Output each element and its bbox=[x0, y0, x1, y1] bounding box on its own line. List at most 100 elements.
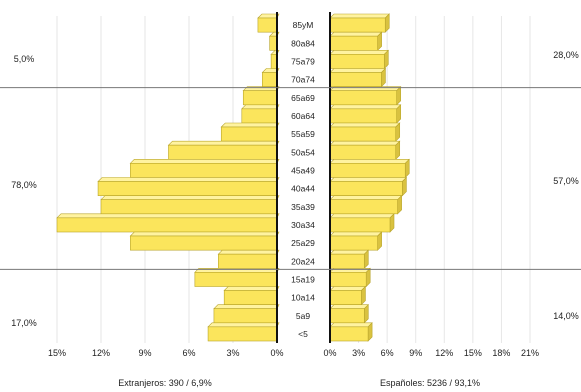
left-bar-top bbox=[100, 195, 280, 200]
right-tick-label: 3% bbox=[352, 348, 365, 358]
right-bar bbox=[329, 144, 397, 160]
right-bar-top bbox=[329, 213, 395, 219]
right-bar bbox=[329, 217, 391, 233]
left-bar-top bbox=[207, 322, 280, 328]
right-bar-top bbox=[329, 31, 383, 37]
right-bar-top bbox=[329, 104, 402, 110]
age-group-label: 35a39 bbox=[291, 202, 315, 212]
left-bar-top bbox=[129, 231, 280, 237]
right-tick-label: 12% bbox=[435, 348, 453, 358]
right-bar-top bbox=[329, 140, 401, 146]
right-bar-top bbox=[329, 177, 408, 182]
age-group-label: 65a69 bbox=[291, 93, 315, 103]
right-tick-label: 9% bbox=[409, 348, 422, 358]
right-bar bbox=[329, 163, 406, 178]
left-tick-label: 9% bbox=[138, 348, 151, 358]
right-group-share-label: 28,0% bbox=[553, 50, 579, 60]
left-bar-top bbox=[257, 13, 280, 19]
right-bar-top bbox=[329, 195, 403, 200]
left-bar bbox=[262, 72, 278, 87]
left-bar bbox=[223, 290, 278, 305]
left-bar bbox=[130, 235, 278, 251]
age-group-label: 55a59 bbox=[291, 129, 315, 139]
right-tick-label: 21% bbox=[521, 348, 539, 358]
bars bbox=[56, 13, 410, 342]
left-bar bbox=[207, 326, 278, 342]
right-bar bbox=[329, 326, 369, 342]
left-bar-top bbox=[220, 122, 280, 128]
left-bar bbox=[56, 217, 278, 233]
left-tick-label: 15% bbox=[48, 348, 66, 358]
right-series-caption: Españoles: 5236 / 93,1% bbox=[380, 378, 480, 388]
left-bar-top bbox=[213, 304, 280, 309]
age-group-label: 20a24 bbox=[291, 256, 315, 266]
right-bar bbox=[329, 54, 385, 69]
right-bar bbox=[329, 126, 397, 142]
age-group-label: 75a79 bbox=[291, 56, 315, 66]
right-bar bbox=[329, 199, 398, 215]
left-bar bbox=[168, 144, 278, 160]
left-tick-label: 12% bbox=[92, 348, 110, 358]
right-bar bbox=[329, 17, 386, 33]
right-bar bbox=[329, 181, 403, 196]
right-bar-top bbox=[329, 13, 390, 19]
left-bar bbox=[194, 272, 278, 287]
left-bar bbox=[269, 35, 278, 51]
right-bar-top bbox=[329, 286, 367, 291]
right-bar bbox=[329, 35, 378, 51]
age-group-label: 50a54 bbox=[291, 147, 315, 157]
left-group-share-label: 78,0% bbox=[11, 180, 37, 190]
left-bar bbox=[218, 253, 278, 269]
right-bar bbox=[329, 108, 397, 124]
left-bar-top bbox=[241, 104, 280, 110]
age-group-label: 70a74 bbox=[291, 75, 315, 85]
right-bar-top bbox=[329, 322, 373, 328]
axes bbox=[0, 12, 581, 343]
age-group-label: 10a14 bbox=[291, 293, 315, 303]
age-group-label: 60a64 bbox=[291, 111, 315, 121]
left-group-share-label: 17,0% bbox=[11, 318, 37, 328]
age-group-label: 85yM bbox=[293, 20, 314, 30]
left-series-caption: Extranjeros: 390 / 6,9% bbox=[118, 378, 212, 388]
left-tick-label: 0% bbox=[270, 348, 283, 358]
age-group-label: 40a44 bbox=[291, 184, 315, 194]
left-bar-top bbox=[56, 213, 280, 219]
age-group-label: 30a34 bbox=[291, 220, 315, 230]
right-bar bbox=[329, 272, 367, 287]
right-bar-top bbox=[329, 304, 370, 309]
left-group-share-label: 5,0% bbox=[14, 54, 35, 64]
right-bar bbox=[329, 90, 397, 106]
age-group-label: 45a49 bbox=[291, 165, 315, 175]
left-bar bbox=[241, 108, 278, 124]
right-bar-top bbox=[329, 159, 410, 164]
left-bar bbox=[130, 163, 278, 178]
right-tick-label: 15% bbox=[464, 348, 482, 358]
right-bar-top bbox=[329, 50, 390, 55]
right-bar bbox=[329, 253, 365, 269]
left-tick-label: 3% bbox=[226, 348, 239, 358]
right-bar bbox=[329, 72, 382, 87]
right-bar bbox=[329, 235, 378, 251]
right-tick-label: 0% bbox=[323, 348, 336, 358]
right-tick-label: 6% bbox=[381, 348, 394, 358]
right-bar-top bbox=[329, 249, 370, 255]
left-bar bbox=[242, 90, 278, 106]
left-bar bbox=[220, 126, 278, 142]
left-bar bbox=[257, 17, 278, 33]
left-bar-top bbox=[97, 177, 280, 182]
left-bar-top bbox=[129, 159, 280, 164]
right-group-share-label: 14,0% bbox=[553, 311, 579, 321]
right-bar-top bbox=[329, 68, 387, 73]
right-bar bbox=[329, 308, 365, 324]
age-group-label: 25a29 bbox=[291, 238, 315, 248]
right-bar-top bbox=[329, 122, 401, 128]
left-tick-label: 6% bbox=[182, 348, 195, 358]
left-bar bbox=[213, 308, 278, 324]
labels: 85yM 80a84 75a79 70a74 65a69 60a64 55a59 50a54 4… bbox=[11, 20, 579, 388]
right-group-share-label: 57,0% bbox=[553, 176, 579, 186]
age-group-label: <5 bbox=[298, 329, 308, 339]
right-tick-label: 18% bbox=[492, 348, 510, 358]
left-bar bbox=[100, 199, 278, 215]
age-group-label: 80a84 bbox=[291, 38, 315, 48]
